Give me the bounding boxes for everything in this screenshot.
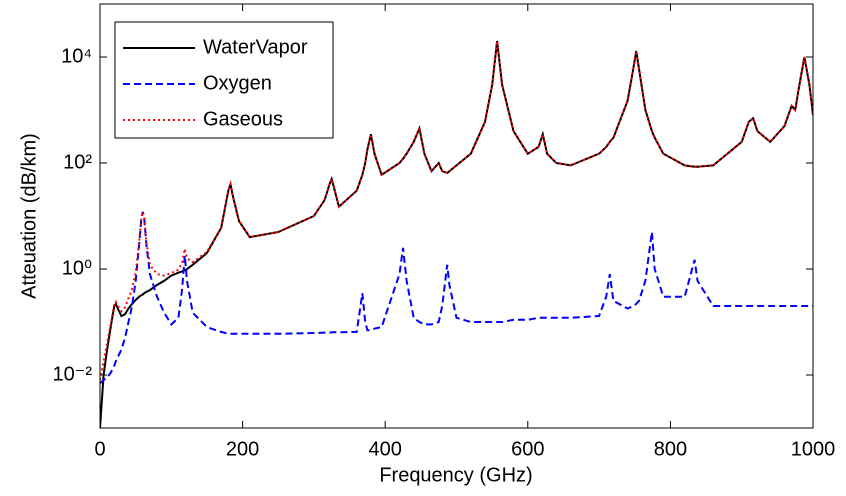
series-line <box>100 40 813 381</box>
x-tick-label: 200 <box>226 438 259 460</box>
x-tick-label: 800 <box>654 438 687 460</box>
legend-box <box>114 21 334 139</box>
y-tick-label: 10⁴ <box>61 45 92 67</box>
x-tick-label: 1000 <box>791 438 836 460</box>
x-axis-label: Frequency (GHz) <box>379 464 532 486</box>
x-tick-label: 400 <box>369 438 402 460</box>
y-tick-label: 10² <box>63 151 92 173</box>
legend-label: WaterVapor <box>203 36 308 58</box>
y-axis-label: Atteuation (dB/km) <box>18 133 40 299</box>
y-tick-label: 10⁰ <box>62 257 92 279</box>
series-line <box>100 40 813 428</box>
x-tick-label: 0 <box>94 438 105 460</box>
x-tick-label: 600 <box>511 438 544 460</box>
legend-label: Gaseous <box>203 108 283 130</box>
axes-box <box>99 3 814 429</box>
legend-label: Oxygen <box>203 72 272 94</box>
y-tick-label: 10⁻² <box>53 363 93 385</box>
